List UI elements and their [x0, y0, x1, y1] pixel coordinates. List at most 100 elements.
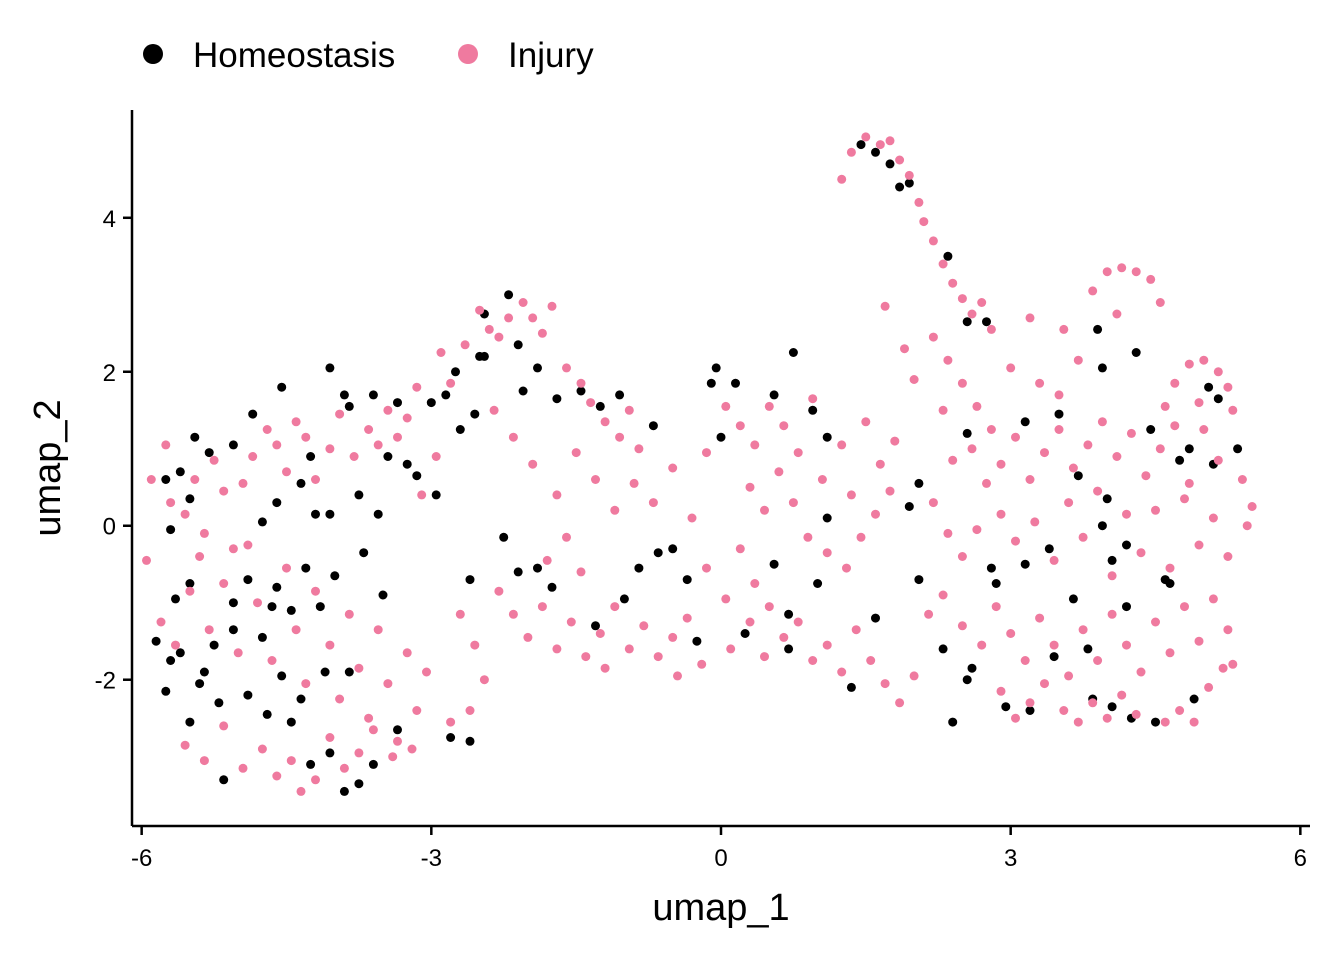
point-homeostasis — [175, 648, 185, 658]
point-homeostasis — [330, 571, 340, 581]
point-injury — [726, 644, 736, 654]
point-homeostasis — [190, 432, 200, 442]
point-injury — [262, 425, 272, 434]
point-injury — [311, 775, 320, 785]
point-injury — [687, 513, 697, 523]
point-homeostasis — [465, 736, 475, 746]
point-injury — [1078, 625, 1088, 635]
point-injury — [402, 648, 412, 658]
point-injury — [1059, 706, 1069, 715]
point-injury — [1208, 594, 1218, 604]
point-homeostasis — [204, 448, 214, 458]
point-injury — [446, 378, 456, 388]
point-injury — [1011, 713, 1020, 723]
point-injury — [1093, 486, 1103, 496]
point-injury — [272, 771, 282, 781]
legend: Homeostasis Injury — [143, 36, 594, 75]
point-homeostasis — [648, 421, 658, 431]
point-injury — [1073, 717, 1083, 727]
point-injury — [199, 756, 209, 766]
point-injury — [996, 459, 1006, 469]
point-injury — [721, 594, 731, 604]
point-injury — [745, 617, 755, 627]
point-injury — [576, 378, 586, 388]
point-injury — [484, 324, 494, 334]
point-injury — [204, 625, 214, 635]
point-injury — [615, 432, 625, 442]
point-homeostasis — [822, 432, 832, 442]
point-injury — [455, 609, 465, 619]
point-injury — [793, 617, 803, 627]
point-homeostasis — [962, 317, 972, 327]
point-homeostasis — [692, 636, 702, 646]
point-injury — [1199, 355, 1209, 365]
point-homeostasis — [552, 394, 562, 404]
point-homeostasis — [262, 709, 272, 719]
point-injury — [199, 528, 209, 538]
point-injury — [943, 528, 953, 538]
point-injury — [489, 405, 499, 415]
plot-points — [142, 132, 1257, 796]
point-injury — [1112, 309, 1122, 319]
point-injury — [1151, 617, 1160, 627]
point-injury — [788, 498, 798, 508]
point-homeostasis — [1020, 417, 1030, 427]
point-injury — [479, 675, 489, 685]
point-injury — [938, 259, 948, 269]
point-injury — [537, 328, 547, 338]
point-injury — [837, 667, 847, 677]
point-injury — [562, 532, 571, 542]
point-injury — [803, 532, 813, 542]
point-homeostasis — [499, 532, 509, 542]
point-homeostasis — [470, 409, 480, 419]
point-injury — [364, 713, 374, 723]
point-homeostasis — [161, 686, 171, 696]
point-homeostasis — [412, 471, 422, 481]
point-injury — [822, 548, 832, 558]
point-injury — [542, 555, 552, 565]
point-injury — [286, 756, 296, 766]
point-injury — [412, 382, 422, 392]
point-homeostasis — [1068, 594, 1078, 604]
point-injury — [393, 736, 402, 746]
point-injury — [1194, 636, 1204, 646]
x-tick-label: 3 — [1004, 845, 1017, 872]
point-injury — [282, 563, 291, 573]
point-injury — [1107, 609, 1117, 619]
point-injury — [991, 602, 1001, 612]
point-injury — [890, 436, 900, 446]
point-injury — [291, 625, 301, 635]
point-injury — [846, 147, 856, 157]
point-homeostasis — [788, 348, 798, 357]
point-injury — [846, 490, 856, 500]
point-injury — [1223, 382, 1233, 392]
point-injury — [349, 452, 359, 461]
point-injury — [1213, 367, 1223, 377]
point-injury — [866, 656, 876, 665]
point-injury — [634, 444, 644, 454]
point-injury — [600, 417, 610, 427]
point-injury — [1180, 494, 1189, 504]
point-injury — [282, 467, 291, 477]
point-homeostasis — [465, 575, 475, 585]
y-tick-label: 2 — [103, 360, 116, 387]
point-homeostasis — [185, 579, 195, 588]
point-injury — [1242, 521, 1252, 531]
point-homeostasis — [1175, 455, 1185, 465]
point-homeostasis — [706, 378, 716, 388]
point-injury — [948, 278, 958, 288]
point-homeostasis — [248, 409, 258, 419]
point-injury — [1131, 267, 1141, 277]
point-injury — [943, 355, 953, 365]
point-homeostasis — [1107, 702, 1117, 712]
point-injury — [383, 405, 393, 415]
point-homeostasis — [1102, 494, 1112, 504]
point-injury — [1049, 555, 1059, 565]
point-homeostasis — [431, 490, 441, 500]
point-injury — [402, 413, 412, 423]
point-injury — [1122, 509, 1131, 519]
point-homeostasis — [383, 452, 393, 461]
point-injury — [257, 744, 267, 754]
point-homeostasis — [368, 759, 378, 769]
